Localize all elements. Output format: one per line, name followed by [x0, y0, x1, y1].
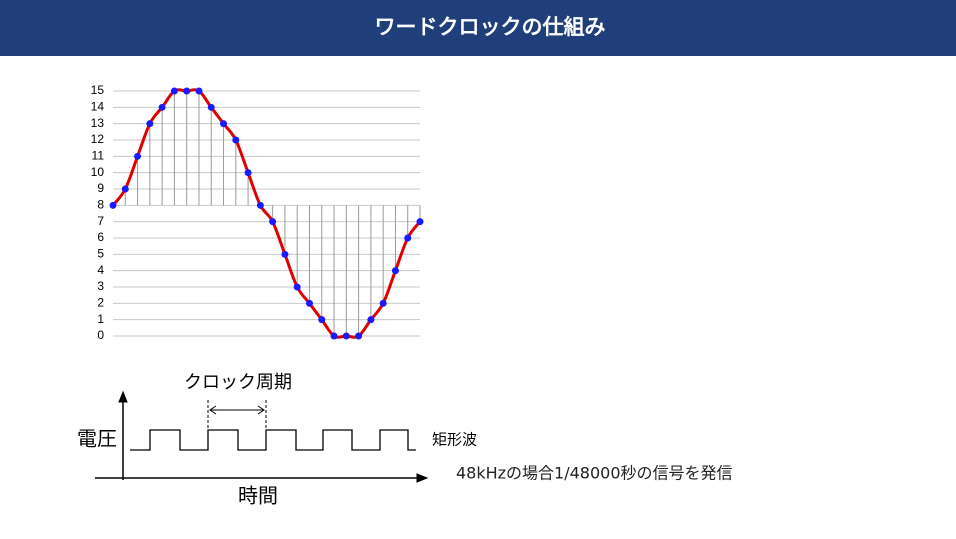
sample-point — [355, 332, 363, 340]
x-axis-label: 時間 — [238, 484, 278, 508]
sample-point — [195, 87, 203, 95]
sample-point — [367, 316, 375, 324]
sample-point — [281, 250, 289, 258]
y-tick-label: 2 — [97, 296, 104, 310]
arrow-head — [209, 405, 217, 415]
y-tick-label: 1 — [97, 312, 104, 326]
wave-label: 矩形波 — [432, 431, 477, 449]
y-tick-label: 8 — [97, 198, 104, 212]
sample-point — [379, 299, 387, 307]
y-axis-label: 電圧 — [77, 427, 117, 451]
sample-point — [109, 201, 117, 209]
arrow-head — [257, 405, 265, 415]
y-tick-label: 14 — [91, 100, 105, 114]
y-tick-label: 4 — [97, 263, 104, 277]
clock-period-label: クロック周期 — [184, 372, 292, 393]
y-tick-label: 5 — [97, 247, 104, 261]
y-tick-label: 15 — [91, 83, 105, 97]
y-tick-label: 11 — [92, 149, 105, 163]
clock-diagram — [95, 390, 429, 483]
sample-point — [220, 120, 228, 128]
y-tick-label: 0 — [97, 328, 104, 342]
y-tick-label: 3 — [97, 279, 104, 293]
sample-point — [146, 120, 154, 128]
slide-title: ワードクロックの仕組み — [375, 15, 606, 39]
arrow-head — [416, 473, 429, 483]
y-tick-label: 10 — [91, 165, 105, 179]
y-tick-label: 9 — [97, 181, 104, 195]
square-wave — [130, 429, 416, 451]
sample-point — [293, 283, 301, 291]
sample-point — [170, 87, 178, 95]
sample-point — [256, 201, 264, 209]
sample-point — [404, 234, 412, 242]
sample-point — [244, 169, 252, 177]
sample-point — [269, 218, 277, 226]
sample-point — [183, 87, 191, 95]
y-tick-label: 12 — [91, 132, 105, 146]
sample-point — [391, 267, 399, 275]
sample-point — [207, 103, 215, 111]
sample-point — [342, 332, 350, 340]
sample-point — [158, 103, 166, 111]
sample-point — [330, 332, 338, 340]
sample-point — [318, 316, 326, 324]
y-tick-label: 7 — [97, 214, 104, 228]
arrow-head — [118, 390, 128, 403]
sample-point — [134, 152, 142, 160]
sine-curve — [111, 88, 422, 339]
sample-point — [121, 185, 129, 193]
note: 48kHzの場合1/48000秒の信号を発信 — [456, 464, 733, 483]
sample-point — [416, 218, 424, 226]
y-tick-label: 13 — [91, 116, 105, 130]
sample-point — [232, 136, 240, 144]
y-tick-label: 6 — [97, 230, 104, 244]
sample-point — [305, 299, 313, 307]
header-bar — [0, 0, 956, 56]
